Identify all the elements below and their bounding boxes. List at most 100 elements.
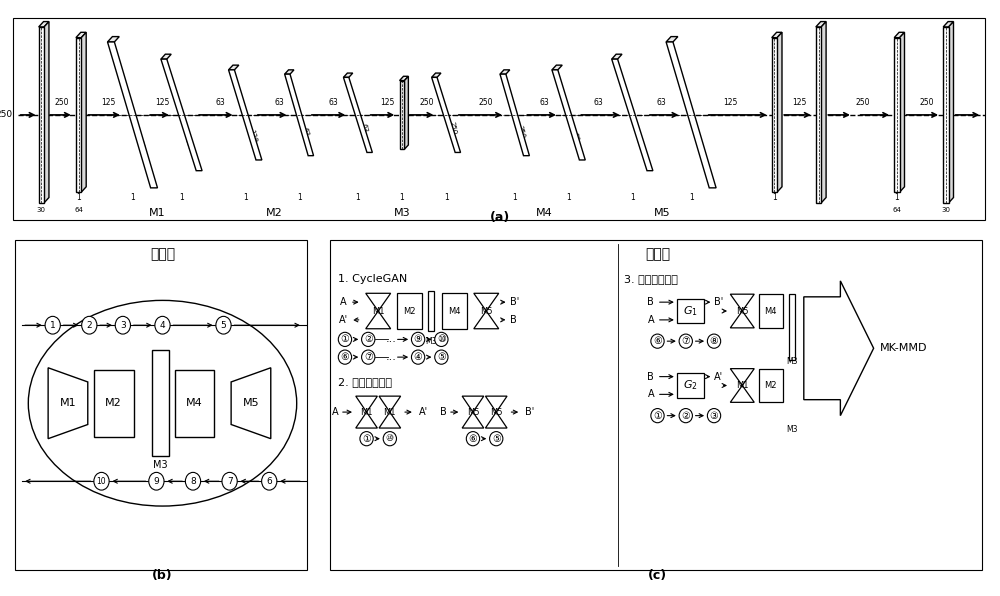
Circle shape (262, 473, 277, 490)
Text: A': A' (419, 407, 428, 417)
Text: 63: 63 (275, 98, 284, 107)
Text: A: A (648, 315, 654, 325)
Text: M5: M5 (480, 306, 493, 315)
Text: ⑥: ⑥ (653, 336, 662, 346)
Text: B': B' (714, 297, 723, 307)
Text: 128: 128 (693, 138, 703, 152)
Polygon shape (500, 70, 510, 74)
Text: 63: 63 (571, 131, 580, 141)
Text: ⑦: ⑦ (681, 336, 690, 346)
Polygon shape (474, 293, 499, 329)
Circle shape (651, 408, 664, 423)
Text: 250: 250 (478, 98, 493, 107)
Text: ⑦: ⑦ (364, 352, 373, 362)
Polygon shape (804, 281, 874, 415)
Bar (94, 370, 134, 437)
Polygon shape (76, 38, 81, 192)
Circle shape (383, 432, 396, 446)
Text: 9: 9 (154, 477, 159, 486)
Text: ①: ① (653, 411, 662, 421)
Circle shape (466, 432, 480, 446)
Text: 8: 8 (190, 477, 196, 486)
Text: $G_2$: $G_2$ (683, 378, 698, 392)
Text: 250: 250 (517, 125, 526, 139)
Text: 30: 30 (941, 207, 950, 213)
Bar (428, 291, 434, 331)
Text: M3: M3 (153, 460, 168, 470)
Polygon shape (343, 73, 353, 77)
Text: 6: 6 (266, 477, 272, 486)
Polygon shape (943, 27, 949, 203)
Text: 250: 250 (855, 98, 870, 107)
Text: 63: 63 (329, 98, 338, 107)
Polygon shape (500, 74, 529, 156)
Polygon shape (229, 65, 239, 70)
Polygon shape (816, 27, 821, 203)
Text: 1: 1 (512, 193, 517, 202)
Polygon shape (772, 32, 782, 38)
Text: 250: 250 (419, 98, 434, 107)
Text: M3: M3 (426, 337, 437, 346)
Text: M5: M5 (490, 408, 502, 417)
Text: M5: M5 (736, 306, 749, 315)
Circle shape (679, 408, 692, 423)
Text: A: A (648, 389, 654, 399)
Text: ⑤: ⑤ (437, 352, 446, 362)
Text: 63: 63 (302, 127, 310, 137)
Circle shape (362, 350, 375, 364)
Text: 1: 1 (243, 193, 248, 202)
Text: 10: 10 (97, 477, 106, 486)
Text: ②: ② (364, 334, 373, 344)
Text: (a): (a) (490, 212, 510, 224)
Bar (677, 373, 704, 398)
Text: ⑩: ⑩ (386, 434, 394, 443)
Text: A: A (340, 297, 347, 307)
Circle shape (115, 316, 130, 334)
Text: ...: ... (386, 334, 397, 344)
Polygon shape (39, 27, 44, 203)
Polygon shape (48, 368, 88, 439)
Bar (442, 293, 467, 329)
Text: M2: M2 (105, 398, 122, 408)
Text: 64: 64 (892, 207, 901, 213)
Polygon shape (943, 21, 953, 27)
Text: 63: 63 (361, 123, 369, 133)
Polygon shape (81, 32, 86, 192)
Text: 1: 1 (50, 321, 56, 330)
Polygon shape (900, 32, 904, 192)
Text: 63: 63 (216, 98, 226, 107)
Bar (175, 370, 214, 437)
Polygon shape (552, 70, 585, 160)
Text: 125: 125 (723, 98, 737, 107)
Polygon shape (285, 70, 294, 74)
Text: B: B (647, 372, 654, 381)
Text: ⑥: ⑥ (469, 434, 477, 443)
Circle shape (360, 432, 373, 446)
Text: 250: 250 (449, 120, 457, 135)
Text: M1: M1 (372, 306, 384, 315)
Polygon shape (161, 54, 171, 59)
Circle shape (94, 473, 109, 490)
Text: 1. CycleGAN: 1. CycleGAN (338, 274, 408, 284)
Bar (152, 350, 169, 457)
Text: 250: 250 (919, 98, 934, 107)
Bar (789, 294, 795, 360)
Polygon shape (229, 70, 262, 160)
Polygon shape (366, 293, 391, 329)
Polygon shape (894, 38, 900, 192)
Text: ...: ... (386, 352, 397, 362)
Circle shape (651, 334, 664, 348)
Text: 1: 1 (130, 193, 135, 202)
Polygon shape (231, 368, 271, 439)
Polygon shape (432, 77, 461, 153)
Circle shape (216, 316, 231, 334)
Text: 4: 4 (160, 321, 165, 330)
Polygon shape (816, 21, 826, 27)
Circle shape (82, 316, 97, 334)
Text: 1: 1 (895, 193, 899, 202)
Circle shape (411, 333, 425, 346)
Polygon shape (400, 80, 404, 149)
Text: M4: M4 (764, 306, 777, 315)
Circle shape (679, 334, 692, 348)
Circle shape (435, 333, 448, 346)
